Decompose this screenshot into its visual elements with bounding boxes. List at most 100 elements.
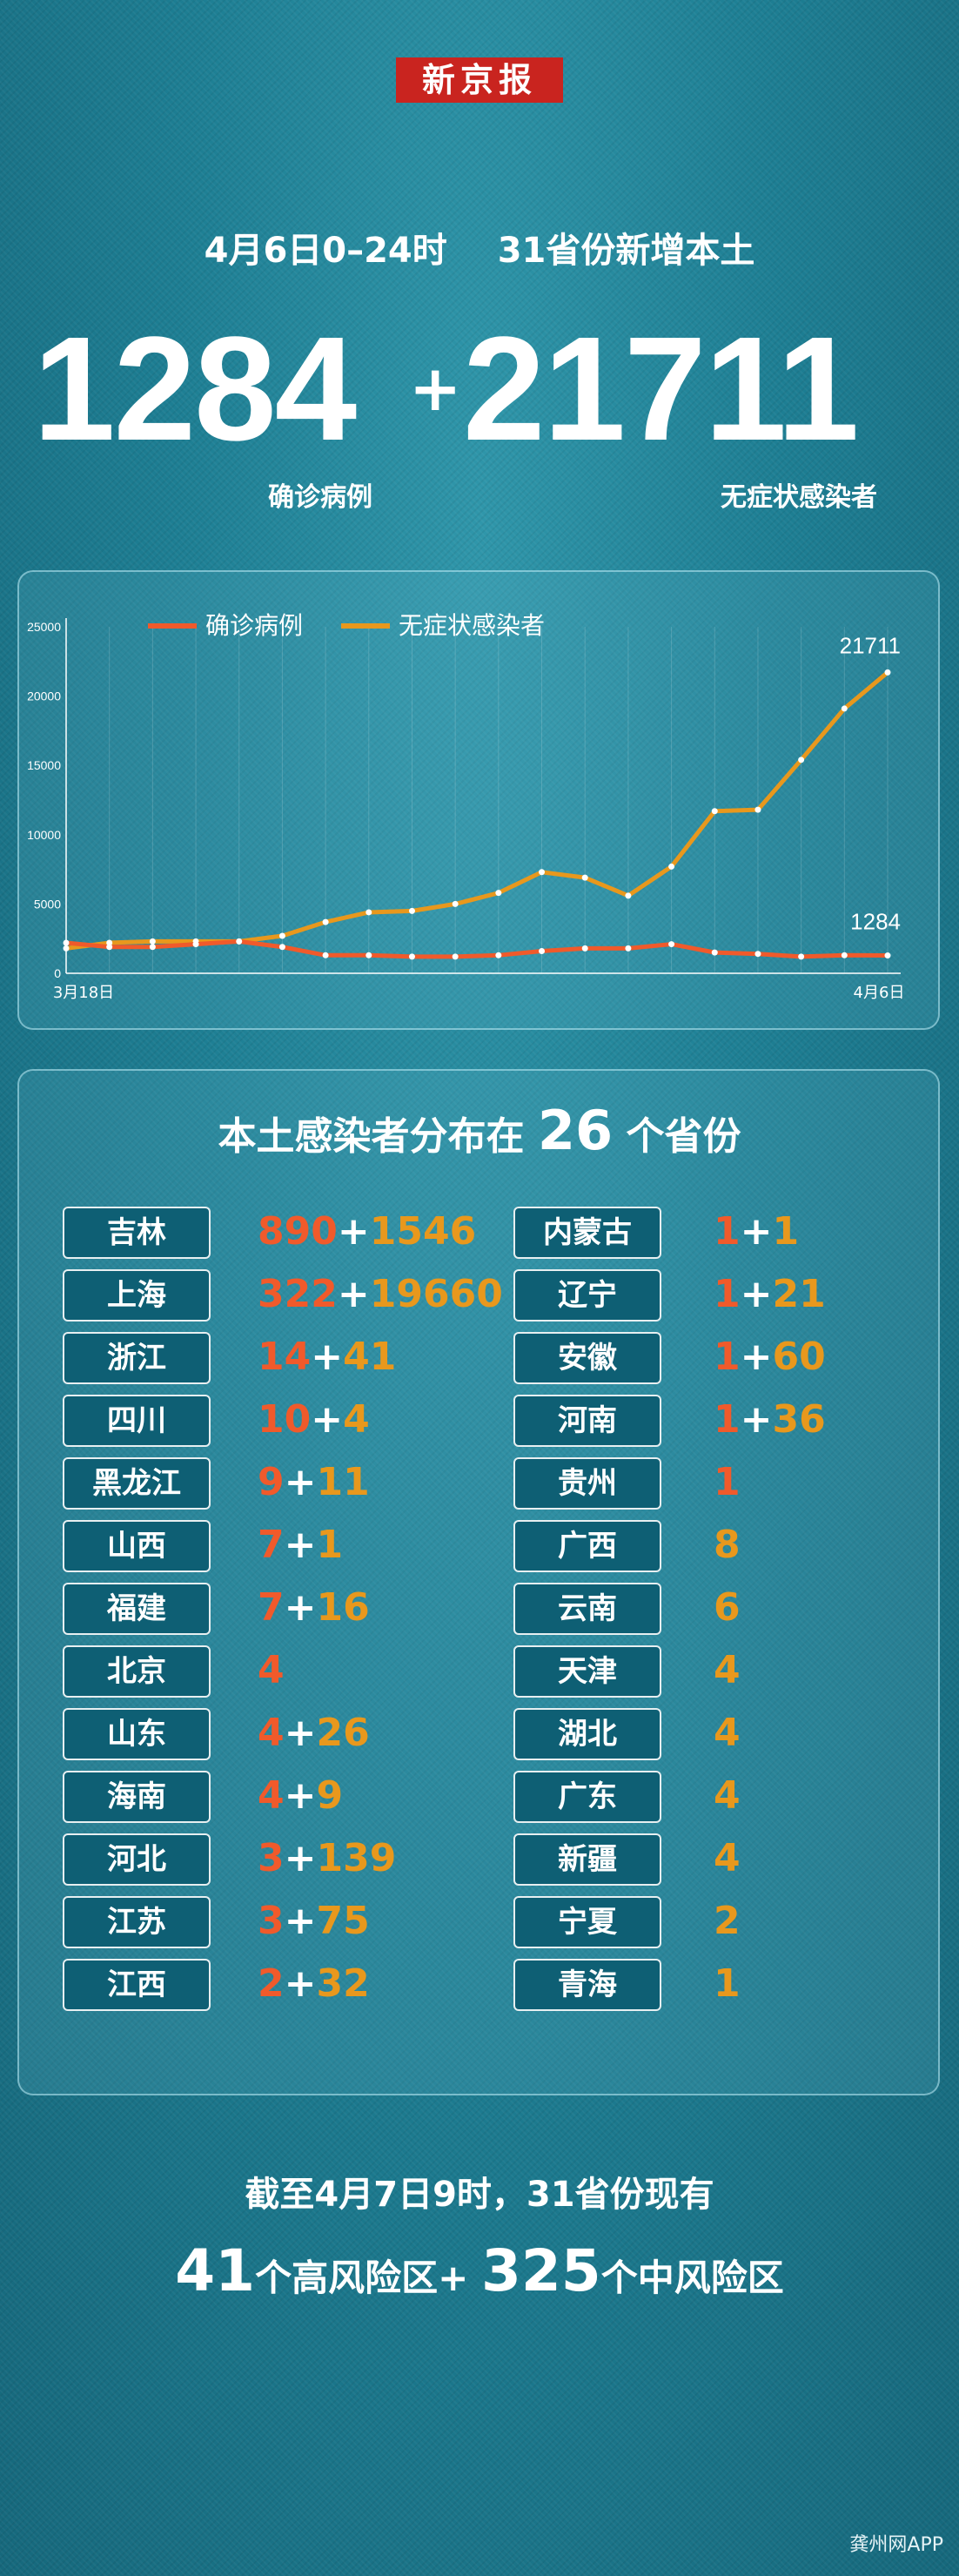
province-label: 湖北 xyxy=(513,1708,661,1760)
confirmed-value: 890 xyxy=(258,1209,338,1254)
province-case-value: 3+75 xyxy=(258,1896,370,1947)
confirmed-value: 3 xyxy=(258,1836,285,1880)
data-point-confirmed xyxy=(236,938,243,945)
province-case-value: 14+41 xyxy=(258,1332,396,1382)
asymptomatic-value: 139 xyxy=(316,1836,397,1880)
report-date: 4月6日0–24时 xyxy=(204,231,447,271)
province-label: 海南 xyxy=(63,1771,211,1823)
province-label: 江西 xyxy=(63,1959,211,2011)
report-description: 31省份新增本土 xyxy=(497,231,755,271)
province-label: 河南 xyxy=(513,1395,661,1447)
province-label: 宁夏 xyxy=(513,1896,661,1948)
province-case-value: 4 xyxy=(714,1708,741,1759)
asymptomatic-value: 41 xyxy=(343,1335,397,1379)
confirmed-value: 4 xyxy=(258,1648,285,1692)
asymptomatic-count: 21711 xyxy=(463,306,859,472)
province-case-value: 1+36 xyxy=(714,1395,826,1445)
asymptomatic-value: 36 xyxy=(772,1397,826,1442)
y-tick-label: 5000 xyxy=(34,897,61,911)
asymptomatic-value: 4 xyxy=(714,1773,741,1818)
plus-sign: + xyxy=(284,1773,317,1818)
confirmed-value: 2 xyxy=(258,1961,285,2006)
province-case-value: 7+16 xyxy=(258,1583,370,1633)
asymptomatic-value: 1 xyxy=(316,1523,344,1567)
asymptomatic-value: 4 xyxy=(714,1711,741,1755)
province-case-value: 4+26 xyxy=(258,1708,370,1759)
province-label: 辽宁 xyxy=(513,1269,661,1322)
asymptomatic-value: 6 xyxy=(714,1585,741,1630)
y-tick-label: 25000 xyxy=(27,620,61,634)
data-point-asymptomatic xyxy=(539,869,546,876)
data-point-asymptomatic xyxy=(884,669,891,676)
confirmed-count: 1284 xyxy=(33,306,357,472)
province-label: 江苏 xyxy=(63,1896,211,1948)
trend-line-chart: 0 5000 10000 15000 20000 25000 3月18日 4月6日 21711 1… xyxy=(27,611,905,1002)
data-point-asymptomatic xyxy=(625,892,632,899)
distribution-title: 本土感染者分布在 26 个省份 xyxy=(0,1099,959,1162)
province-label: 山东 xyxy=(63,1708,211,1760)
data-point-asymptomatic xyxy=(452,900,459,907)
asymptomatic-value: 75 xyxy=(316,1899,370,1943)
plus-sign: + xyxy=(284,1899,317,1943)
data-point-asymptomatic xyxy=(668,863,675,870)
confirmed-value: 1 xyxy=(714,1397,741,1442)
province-case-value: 6 xyxy=(714,1583,741,1633)
data-point-confirmed xyxy=(63,939,70,946)
confirmed-value: 322 xyxy=(258,1272,338,1316)
y-tick-label: 15000 xyxy=(27,758,61,772)
province-label: 四川 xyxy=(63,1395,211,1447)
plus-sign: + xyxy=(337,1272,370,1316)
data-point-confirmed xyxy=(495,952,502,958)
risk-area-summary: 41个高风险区+ 325个中风险区 xyxy=(0,2237,959,2304)
series-line-confirmed xyxy=(65,938,889,959)
confirmed-value: 3 xyxy=(258,1899,285,1943)
data-point-confirmed xyxy=(798,953,805,960)
data-point-confirmed xyxy=(754,951,761,958)
asymptomatic-value: 1546 xyxy=(369,1209,477,1254)
asymptomatic-value: 2 xyxy=(714,1899,741,1943)
confirmed-value: 4 xyxy=(258,1773,285,1818)
confirmed-value: 1 xyxy=(714,1460,741,1504)
data-point-asymptomatic xyxy=(408,907,415,914)
province-label: 浙江 xyxy=(63,1332,211,1384)
data-point-asymptomatic xyxy=(581,874,588,881)
province-case-value: 2+32 xyxy=(258,1959,370,2009)
confirmed-label: 确诊病例 xyxy=(268,482,372,513)
province-case-value: 4 xyxy=(258,1645,285,1696)
asymptomatic-value: 21 xyxy=(772,1272,826,1316)
plus-sign: + xyxy=(740,1335,773,1379)
province-case-value: 7+1 xyxy=(258,1520,343,1570)
data-point-asymptomatic xyxy=(149,938,156,945)
newspaper-logo: 新京报 xyxy=(396,57,563,103)
data-point-confirmed xyxy=(192,941,199,948)
data-point-asymptomatic xyxy=(365,909,372,916)
province-label: 贵州 xyxy=(513,1457,661,1510)
data-point-confirmed xyxy=(625,945,632,952)
province-case-value: 9+11 xyxy=(258,1457,370,1508)
high-risk-count: 41 xyxy=(175,2237,256,2304)
asymptomatic-value: 11 xyxy=(316,1460,370,1504)
mid-risk-label: 个中风险区 xyxy=(600,2257,784,2299)
province-case-value: 1 xyxy=(714,1959,741,2009)
report-date-line: 4月6日0–24时 31省份新增本土 xyxy=(0,222,959,272)
y-tick-label: 0 xyxy=(54,966,61,980)
plus-sign: + xyxy=(337,1209,370,1254)
data-point-confirmed xyxy=(711,949,718,956)
plus-sign: + xyxy=(284,1585,317,1630)
plus-sign: + xyxy=(284,1961,317,2006)
province-label: 青海 xyxy=(513,1959,661,2011)
data-point-confirmed xyxy=(408,953,415,960)
province-label: 云南 xyxy=(513,1583,661,1635)
province-case-value: 8 xyxy=(714,1520,741,1570)
confirmed-value: 14 xyxy=(258,1335,312,1379)
asymptomatic-value: 60 xyxy=(772,1335,826,1379)
asymptomatic-value: 4 xyxy=(714,1648,741,1692)
x-end-label: 4月6日 xyxy=(854,984,905,1002)
data-point-asymptomatic xyxy=(322,918,329,925)
province-label: 广西 xyxy=(513,1520,661,1572)
data-point-confirmed xyxy=(149,944,156,951)
province-label: 河北 xyxy=(63,1833,211,1886)
province-label: 新疆 xyxy=(513,1833,661,1886)
series-line-asymptomatic xyxy=(65,670,889,951)
asymptomatic-value: 1 xyxy=(772,1209,800,1254)
